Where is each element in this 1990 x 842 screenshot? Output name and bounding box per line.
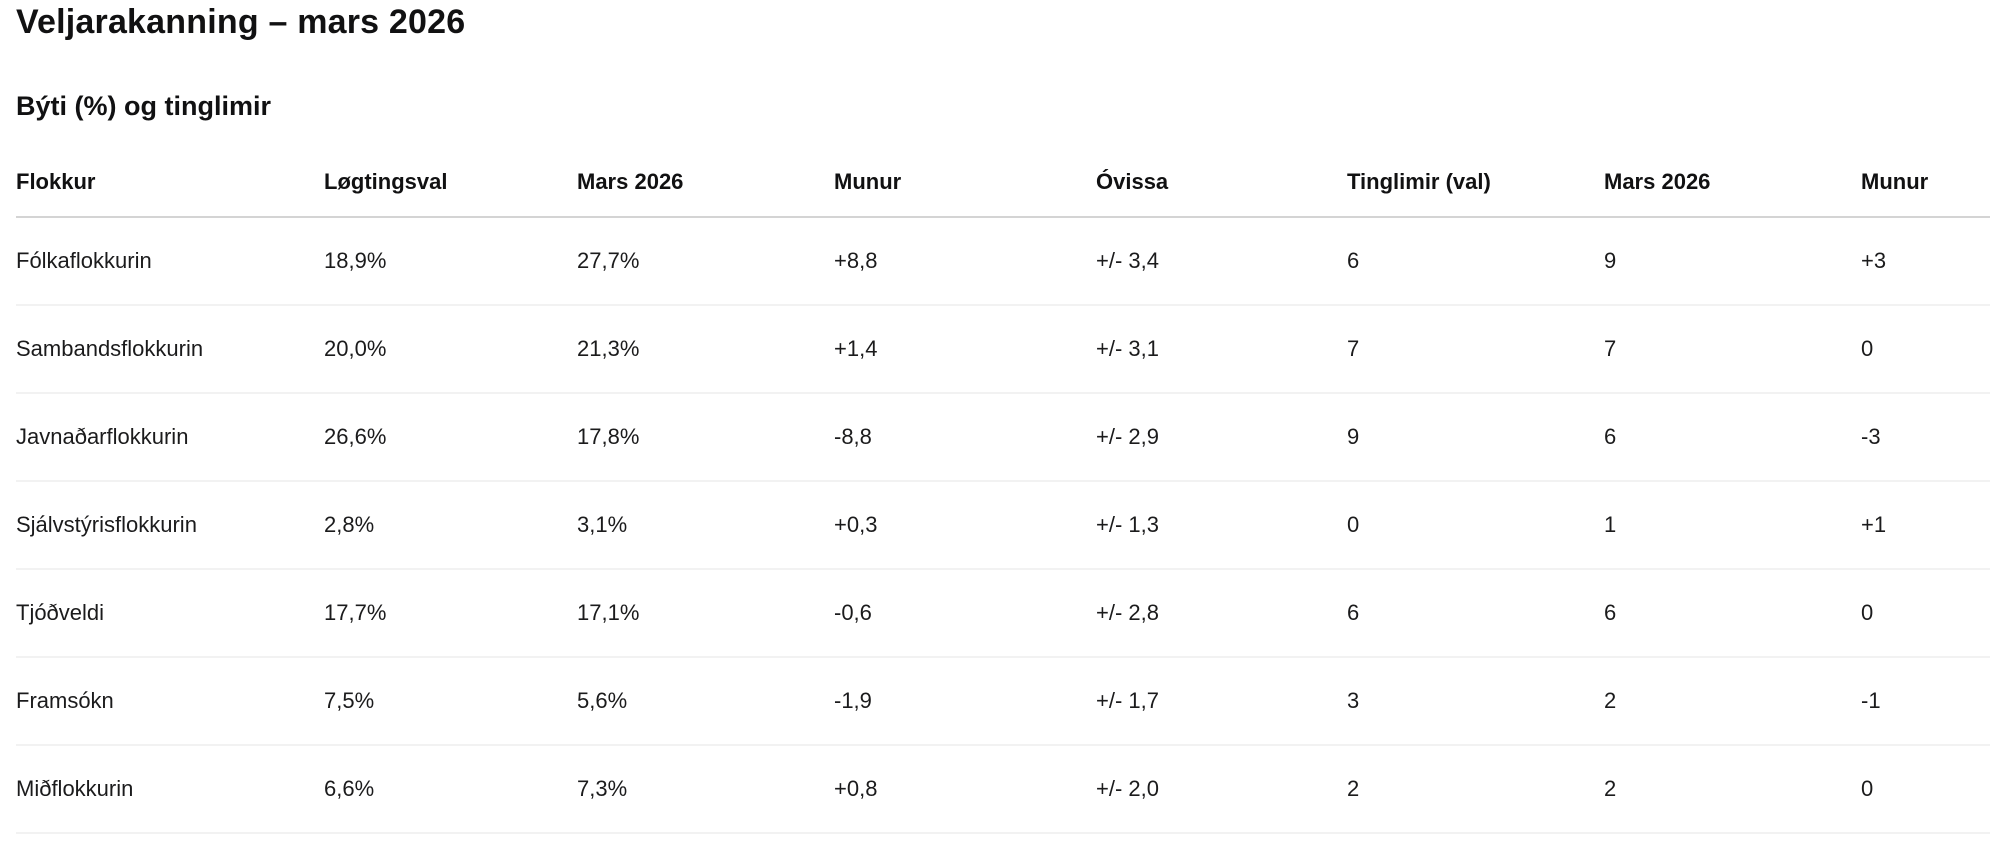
cell-mars2026-seats: 2	[1604, 744, 1861, 834]
cell-tinglimir-val: 6	[1347, 568, 1604, 658]
cell-mars2026-seats: 6	[1604, 568, 1861, 658]
cell-tinglimir-val: 6	[1347, 216, 1604, 306]
table-row: Framsókn 7,5% 5,6% -1,9 +/- 1,7 3 2 -1	[16, 656, 1990, 746]
cell-ovissa: +/- 3,1	[1096, 304, 1347, 394]
cell-ovissa: +/- 2,8	[1096, 568, 1347, 658]
cell-mars2026-seats: 1	[1604, 480, 1861, 570]
cell-logtingsval: 7,5%	[324, 656, 577, 746]
cell-party: Tjóðveldi	[16, 568, 324, 658]
header-row: Flokkur Løgtingsval Mars 2026 Munur Óvis…	[16, 121, 1990, 218]
cell-mars2026-pct: 27,7%	[577, 216, 834, 306]
cell-munur-pct: +0,8	[834, 744, 1096, 834]
page-title: Veljarakanning – mars 2026	[16, 3, 466, 41]
cell-ovissa: +/- 2,9	[1096, 392, 1347, 482]
cell-party: Framsókn	[16, 656, 324, 746]
cell-logtingsval: 18,9%	[324, 216, 577, 306]
col-header-mars2026-pct: Mars 2026	[577, 121, 834, 218]
cell-logtingsval: 20,0%	[324, 304, 577, 394]
cell-party: Sjálvstýrisflokkurin	[16, 480, 324, 570]
cell-munur-pct: +1,4	[834, 304, 1096, 394]
table-row: Miðflokkurin 6,6% 7,3% +0,8 +/- 2,0 2 2 …	[16, 744, 1990, 834]
col-header-tinglimir-val: Tinglimir (val)	[1347, 121, 1604, 218]
cell-ovissa: +/- 1,3	[1096, 480, 1347, 570]
table-row: Sjálvstýrisflokkurin 2,8% 3,1% +0,3 +/- …	[16, 480, 1990, 570]
cell-mars2026-pct: 17,8%	[577, 392, 834, 482]
cell-munur-pct: -8,8	[834, 392, 1096, 482]
cell-party: Sambandsflokkurin	[16, 304, 324, 394]
col-header-munur-seats: Munur	[1861, 121, 1990, 218]
cell-mars2026-pct: 21,3%	[577, 304, 834, 394]
cell-party: Javnaðarflokkurin	[16, 392, 324, 482]
cell-munur-seats: -1	[1861, 656, 1990, 746]
col-header-munur-pct: Munur	[834, 121, 1096, 218]
cell-munur-seats: 0	[1861, 744, 1990, 834]
cell-mars2026-pct: 5,6%	[577, 656, 834, 746]
cell-tinglimir-val: 2	[1347, 744, 1604, 834]
cell-logtingsval: 6,6%	[324, 744, 577, 834]
cell-ovissa: +/- 2,0	[1096, 744, 1347, 834]
cell-tinglimir-val: 3	[1347, 656, 1604, 746]
cell-munur-pct: +8,8	[834, 216, 1096, 306]
col-header-mars2026-seats: Mars 2026	[1604, 121, 1861, 218]
cell-tinglimir-val: 9	[1347, 392, 1604, 482]
cell-logtingsval: 2,8%	[324, 480, 577, 570]
cell-party: Fólkaflokkurin	[16, 216, 324, 306]
cell-munur-seats: +1	[1861, 480, 1990, 570]
cell-party: Miðflokkurin	[16, 744, 324, 834]
cell-munur-pct: +0,3	[834, 480, 1096, 570]
cell-mars2026-seats: 2	[1604, 656, 1861, 746]
cell-mars2026-seats: 7	[1604, 304, 1861, 394]
cell-tinglimir-val: 0	[1347, 480, 1604, 570]
cell-mars2026-pct: 7,3%	[577, 744, 834, 834]
cell-ovissa: +/- 1,7	[1096, 656, 1347, 746]
table-row: Javnaðarflokkurin 26,6% 17,8% -8,8 +/- 2…	[16, 392, 1990, 482]
table-row: Sambandsflokkurin 20,0% 21,3% +1,4 +/- 3…	[16, 304, 1990, 394]
col-header-ovissa: Óvissa	[1096, 121, 1347, 218]
cell-munur-seats: +3	[1861, 216, 1990, 306]
table-row: Fólkaflokkurin 18,9% 27,7% +8,8 +/- 3,4 …	[16, 216, 1990, 306]
cell-ovissa: +/- 3,4	[1096, 216, 1347, 306]
cell-mars2026-pct: 17,1%	[577, 568, 834, 658]
cell-logtingsval: 26,6%	[324, 392, 577, 482]
cell-mars2026-seats: 9	[1604, 216, 1861, 306]
page-subtitle: Býti (%) og tinglimir	[16, 91, 271, 122]
cell-munur-seats: -3	[1861, 392, 1990, 482]
cell-mars2026-pct: 3,1%	[577, 480, 834, 570]
col-header-flokkur: Flokkur	[16, 121, 324, 218]
results-table: Flokkur Løgtingsval Mars 2026 Munur Óvis…	[16, 121, 1990, 834]
cell-mars2026-seats: 6	[1604, 392, 1861, 482]
table-row: Tjóðveldi 17,7% 17,1% -0,6 +/- 2,8 6 6 0	[16, 568, 1990, 658]
col-header-logtingsval: Løgtingsval	[324, 121, 577, 218]
cell-munur-seats: 0	[1861, 568, 1990, 658]
cell-tinglimir-val: 7	[1347, 304, 1604, 394]
cell-logtingsval: 17,7%	[324, 568, 577, 658]
cell-munur-seats: 0	[1861, 304, 1990, 394]
cell-munur-pct: -0,6	[834, 568, 1096, 658]
cell-munur-pct: -1,9	[834, 656, 1096, 746]
